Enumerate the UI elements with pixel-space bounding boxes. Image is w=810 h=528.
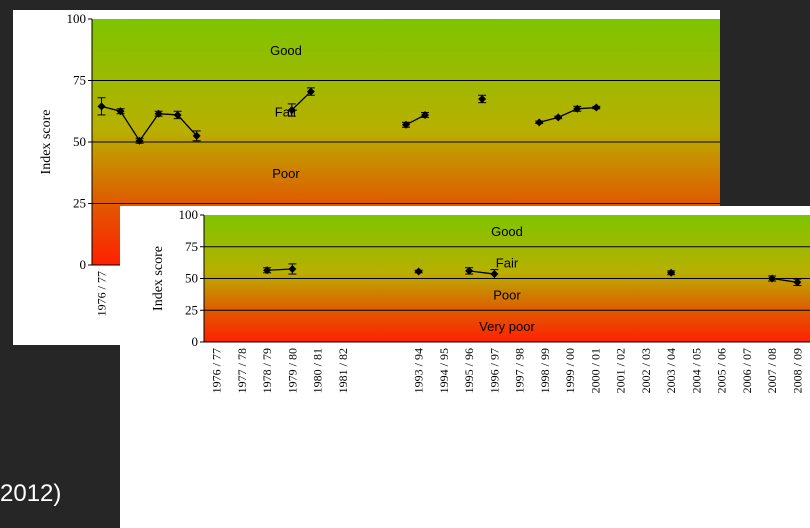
series-line: [291, 91, 312, 111]
band-label: Good: [270, 43, 302, 58]
y-tick-label: 50: [73, 134, 86, 149]
data-point: [478, 94, 487, 103]
data-point: [173, 110, 182, 119]
y-axis-label: Index score: [39, 110, 54, 175]
caption-text: 2012): [0, 480, 62, 507]
x-tick-label: 1996 / 97: [487, 348, 501, 393]
data-point: [421, 110, 430, 119]
data-point: [288, 264, 297, 273]
data-point: [667, 268, 676, 277]
y-tick-label: 25: [73, 196, 86, 211]
x-tick-label: 1976 / 77: [210, 348, 224, 393]
data-point: [402, 120, 410, 129]
x-tick-label: 1979 / 80: [285, 348, 299, 393]
data-point: [97, 102, 106, 111]
x-tick-label: 1995 / 96: [462, 348, 476, 393]
data-point: [554, 113, 563, 122]
y-axis-label: Index score: [151, 246, 166, 311]
x-tick-label: 1976 / 77: [95, 271, 109, 316]
x-tick-label: 2007 / 08: [765, 348, 779, 393]
x-tick-label: 1997 / 98: [513, 348, 527, 393]
x-tick-label: 1993 / 94: [412, 348, 426, 393]
data-point: [768, 274, 777, 283]
x-tick-label: 2004 / 05: [689, 348, 703, 393]
band-label: Poor: [493, 287, 521, 302]
y-tick-label: 0: [192, 334, 199, 349]
data-point: [414, 267, 423, 276]
x-tick-label: 1977 / 78: [235, 348, 249, 393]
series-line: [469, 270, 495, 275]
data-point: [793, 278, 802, 287]
series-line: [267, 268, 293, 271]
band-label: Good: [491, 224, 523, 239]
data-point: [192, 131, 201, 140]
y-tick-label: 75: [73, 73, 86, 88]
y-tick-label: 0: [80, 257, 87, 272]
data-point: [306, 87, 315, 96]
band-label: Fair: [496, 256, 519, 271]
x-tick-label: 1998 / 99: [538, 348, 552, 393]
x-tick-label: 1980 / 81: [311, 348, 325, 393]
series-line: [405, 114, 426, 126]
chart-front: 0 25 50 75 100 Index score Good Fair Poor Very po…: [120, 206, 810, 528]
x-tick-label: 2002 / 03: [639, 348, 653, 393]
data-point: [535, 118, 544, 127]
chart-front-svg: 0 25 50 75 100 Index score Good Fair Poor Very po…: [151, 207, 810, 393]
data-point: [490, 270, 499, 279]
x-tick-label: 1999 / 00: [563, 348, 577, 393]
y-tick-label: 100: [67, 11, 87, 26]
x-tick-label: 1978 / 79: [260, 348, 274, 393]
data-point: [465, 266, 474, 275]
data-point: [263, 266, 272, 275]
x-tick-label: 2001 / 02: [614, 348, 628, 393]
data-point: [287, 106, 296, 115]
x-tick-label: 1994 / 95: [437, 348, 451, 393]
data-point: [573, 104, 582, 113]
x-tick-label: 1981 / 82: [336, 348, 350, 393]
data-point: [116, 107, 125, 116]
data-point: [592, 103, 601, 112]
band-label: Poor: [272, 166, 300, 181]
data-point: [135, 136, 144, 145]
x-tick-label: 2000 / 01: [588, 348, 602, 393]
x-tick-label: 2005 / 06: [715, 348, 729, 393]
series-line: [772, 277, 798, 283]
band-label: Fair: [275, 104, 298, 119]
y-tick-label: 75: [185, 239, 198, 254]
data-point: [154, 109, 163, 118]
y-tick-label: 50: [185, 271, 198, 286]
series-line: [539, 106, 597, 123]
y-tick-label: 100: [179, 207, 199, 222]
x-tick-label: 2008 / 09: [790, 348, 804, 393]
x-tick-label: 2003 / 04: [664, 348, 678, 393]
y-tick-label: 25: [185, 302, 198, 317]
band-label: Very poor: [479, 319, 535, 334]
x-tick-label: 2006 / 07: [740, 348, 754, 393]
